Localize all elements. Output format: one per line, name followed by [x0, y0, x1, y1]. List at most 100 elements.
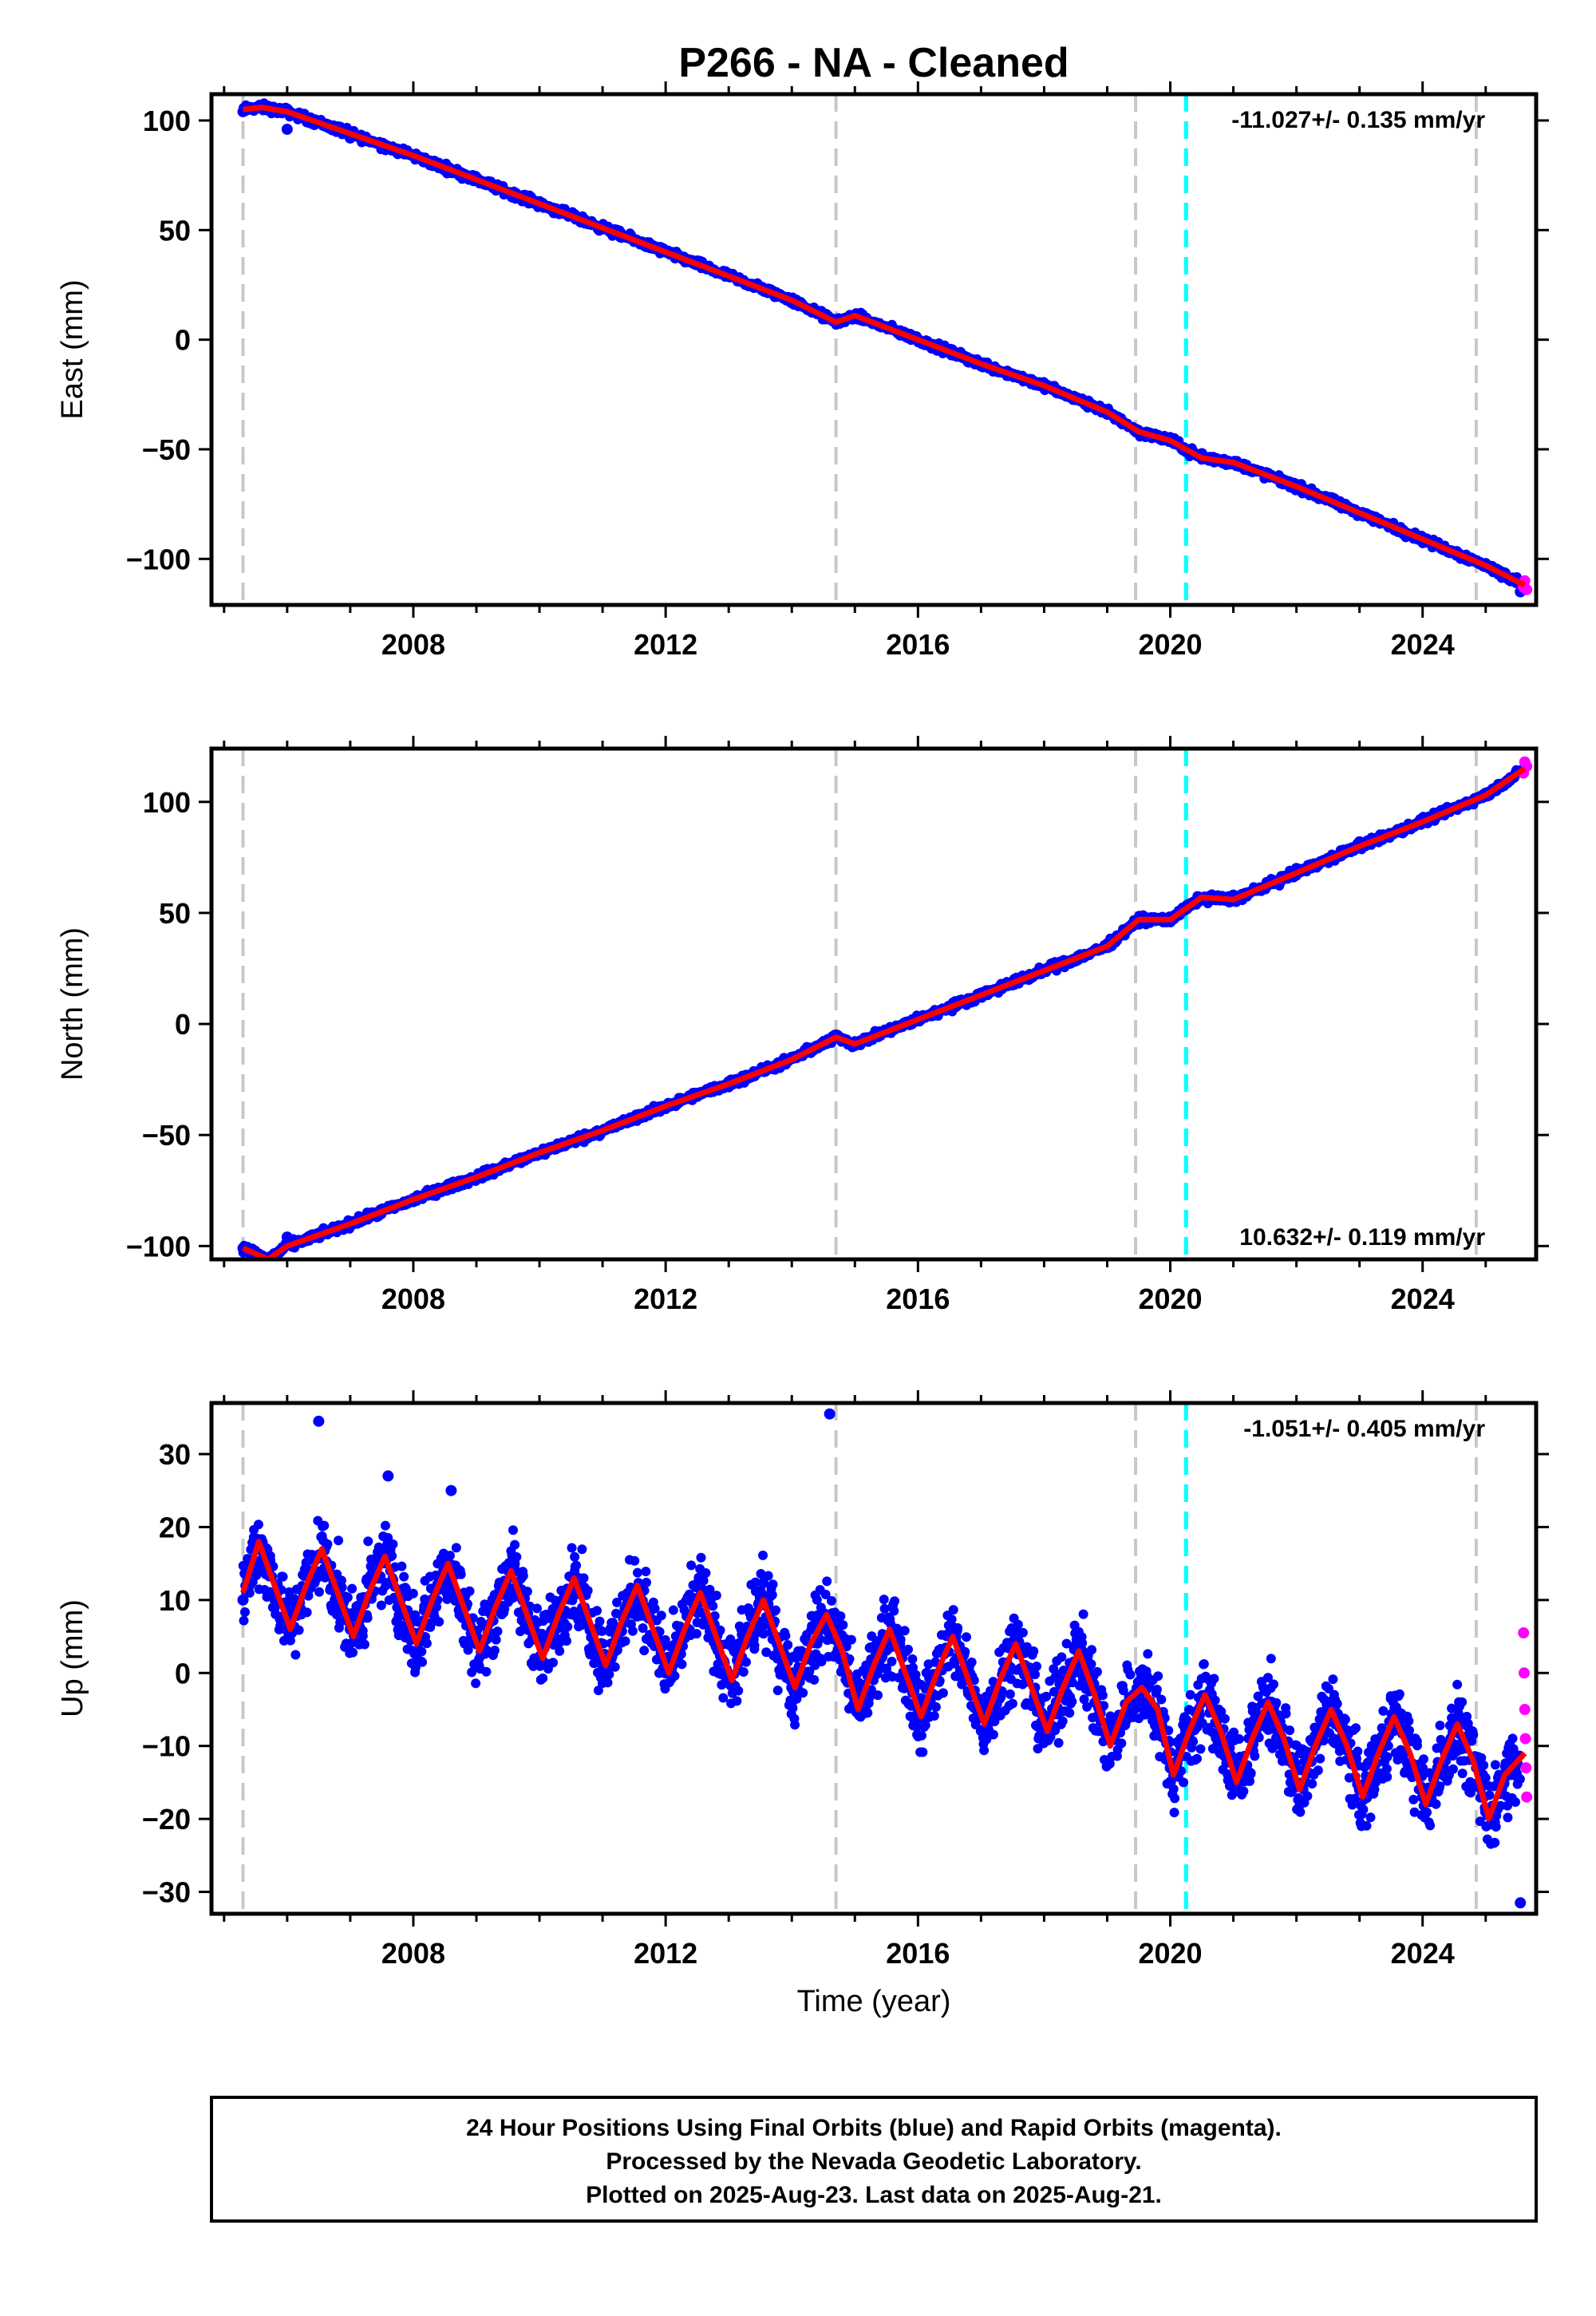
up-final-point: [467, 1667, 477, 1678]
up-final-point: [471, 1678, 481, 1689]
up-final-point: [492, 1626, 503, 1637]
up-final-point: [290, 1650, 301, 1660]
east-final-point: [281, 123, 293, 135]
up-final-point: [302, 1607, 312, 1618]
up-final-point: [677, 1659, 687, 1670]
up-final-point: [577, 1544, 587, 1555]
up-final-point: [451, 1543, 461, 1553]
up-final-point: [592, 1606, 602, 1616]
up-final-point: [768, 1579, 778, 1590]
up-final-point: [348, 1647, 358, 1658]
north-rate-label: 10.632+/- 0.119 mm/yr: [1239, 1224, 1485, 1251]
east-model-fit-line: [243, 105, 1527, 588]
east-y-axis-label: East (mm): [56, 279, 89, 419]
east-rate-label: -11.027+/- 0.135 mm/yr: [1231, 107, 1485, 133]
up-final-point: [571, 1560, 582, 1571]
up-final-point: [772, 1686, 783, 1696]
up-final-point: [337, 1583, 347, 1593]
up-final-point: [738, 1667, 749, 1678]
up-final-point: [788, 1703, 798, 1713]
north-x-tick-label: 2016: [886, 1282, 950, 1315]
up-final-point: [698, 1575, 709, 1586]
up-final-point: [388, 1539, 398, 1549]
up-final-point: [548, 1658, 559, 1668]
up-final-point: [456, 1569, 466, 1579]
up-final-point: [362, 1613, 373, 1623]
north-model-fit-line: [242, 766, 1527, 1259]
up-final-point: [597, 1626, 607, 1636]
up-final-point: [604, 1670, 614, 1680]
up-final-point: [610, 1608, 621, 1618]
up-final-point: [481, 1666, 492, 1677]
up-final-point: [798, 1688, 808, 1698]
up-final-point: [708, 1601, 718, 1611]
up-final-point: [278, 1571, 288, 1582]
up-final-point: [610, 1662, 620, 1672]
up-plot-area: [237, 1408, 1533, 1909]
up-final-point: [759, 1578, 769, 1588]
up-final-point: [522, 1587, 532, 1597]
up-final-point: [518, 1571, 528, 1581]
up-final-point: [380, 1520, 390, 1531]
up-final-point: [363, 1536, 373, 1547]
north-frame: [209, 746, 1539, 1262]
up-final-point: [376, 1600, 386, 1611]
up-final-point: [620, 1636, 630, 1646]
east-x-tick-label: 2024: [1391, 628, 1455, 661]
up-final-point: [639, 1646, 650, 1656]
up-final-point: [239, 1607, 250, 1617]
east-y-tick-label: −50: [142, 433, 191, 466]
up-final-point: [756, 1569, 766, 1579]
up-final-point: [758, 1550, 768, 1560]
east-x-tick-label: 2020: [1138, 628, 1202, 661]
up-final-point: [399, 1571, 409, 1582]
up-final-point: [294, 1625, 304, 1635]
north-x-tick-label: 2020: [1138, 1282, 1202, 1315]
up-final-point: [686, 1560, 697, 1571]
up-final-point: [322, 1539, 333, 1549]
up-final-point: [593, 1686, 603, 1696]
up-final-point: [508, 1525, 518, 1535]
north-y-tick-label: 50: [159, 897, 191, 930]
up-final-point: [656, 1611, 666, 1621]
up-final-point: [334, 1535, 344, 1546]
up-final-point: [347, 1583, 358, 1594]
up-final-point: [630, 1555, 640, 1566]
up-final-point: [239, 1615, 249, 1626]
up-final-point: [711, 1591, 721, 1601]
north-x-tick-label: 2008: [381, 1282, 445, 1315]
up-final-point: [750, 1577, 760, 1587]
east-x-tick-label: 2008: [381, 628, 445, 661]
east-plot-area: [237, 98, 1533, 598]
up-final-point: [397, 1561, 407, 1571]
up-final-point: [319, 1520, 330, 1531]
up-final-point: [417, 1657, 428, 1667]
up-final-point: [583, 1585, 593, 1595]
up-final-point: [732, 1696, 742, 1706]
up-final-point: [715, 1625, 725, 1635]
north-y-axis-label: North (mm): [56, 927, 89, 1081]
up-final-point: [701, 1568, 711, 1579]
up-final-point: [758, 1629, 768, 1639]
up-final-point: [417, 1646, 427, 1657]
up-final-point: [253, 1520, 263, 1530]
up-final-point: [595, 1616, 605, 1626]
up-final-point: [741, 1657, 751, 1667]
up-final-point: [771, 1605, 781, 1615]
up-final-point: [641, 1567, 651, 1577]
up-final-point: [749, 1640, 760, 1650]
up-final-point: [780, 1630, 791, 1641]
up-final-point: [500, 1604, 510, 1614]
up-final-point: [314, 1587, 325, 1597]
north-plot-area: [237, 756, 1533, 1259]
up-final-orbits-series: [237, 1408, 1527, 1909]
north-y-tick-label: 100: [143, 786, 191, 819]
up-final-point: [696, 1552, 706, 1563]
up-final-point: [491, 1634, 501, 1645]
up-final-point: [783, 1640, 793, 1650]
up-final-point: [358, 1630, 368, 1641]
